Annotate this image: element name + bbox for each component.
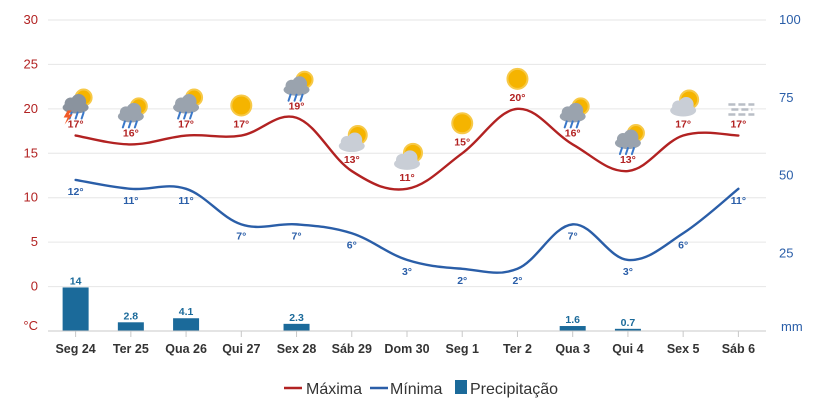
y-left-tick-label: 25 [24,56,38,71]
legend-prec-label: Precipitação [470,381,558,398]
min-temp-label: 7° [568,230,578,242]
max-temp-label: 17° [730,119,746,131]
max-temp-label: 13° [344,154,360,166]
sun-icon [230,94,253,117]
rain-sun-icon [173,88,204,120]
precip-bar [117,322,144,331]
rain-sun-icon [117,97,148,129]
x-tick-label: Qua 3 [555,342,590,356]
legend-item-min[interactable]: Mínima [370,381,443,398]
y-right-tick-label: 50 [779,168,793,183]
x-tick-label: Qui 27 [222,342,260,356]
precip-label: 0.7 [621,317,636,329]
rain-sun-icon [614,124,645,156]
right-axis: 100 75 50 25 mm [779,12,803,334]
x-tick-label: Seg 24 [55,342,95,356]
precip-label: 4.1 [179,306,194,318]
x-tick-label: Dom 30 [384,342,429,356]
precip-bar [173,318,200,331]
y-left-tick-label: 10 [24,190,38,205]
min-temp-label: 3° [402,266,412,278]
precip-label: 14 [70,275,82,287]
fog-icon [728,103,755,116]
max-temp-label: 11° [399,172,414,184]
legend: Máxima Mínima Precipitação [284,380,558,398]
x-tick-label: Sex 5 [667,342,700,356]
x-tick-label: Ter 25 [113,342,149,356]
min-temp-line [74,178,740,274]
legend-max-label: Máxima [306,381,362,398]
left-axis: 30 25 20 15 10 5 0 °C [23,12,38,333]
x-tick-label: Seg 1 [446,342,479,356]
y-right-tick-label: 100 [779,12,801,27]
min-temp-label: 2° [457,275,467,287]
sun-cloud-icon [670,89,700,117]
precip-label: 2.8 [124,310,139,322]
max-temp-label: 17° [675,119,691,131]
x-tick-label: Qua 26 [165,342,207,356]
min-temp-label: 6° [347,239,357,251]
max-temp-label: 16° [123,127,139,139]
y-right-unit: mm [781,319,803,334]
precip-bar [283,323,310,331]
x-tick-label: Ter 2 [503,342,532,356]
max-temp-label: 17° [233,119,249,131]
x-tick-label: Sex 28 [277,342,317,356]
max-temp-label: 20° [510,92,526,104]
data-labels: 14 2.8 4.1 2.3 1.6 0.7 17° 16° 17° 17° 19° 13° 11° 15… [68,92,747,329]
y-left-tick-label: 30 [24,12,38,27]
legend-min-label: Mínima [390,381,443,398]
y-left-tick-label: 0 [31,279,38,294]
min-temp-label: 11° [123,195,138,207]
x-tick-label: Sáb 29 [332,342,372,356]
sun-icon [451,112,474,135]
min-temp-label: 6° [678,239,688,251]
min-temp-label: 7° [236,230,246,242]
sun-cloud-icon [338,125,368,153]
y-right-tick-label: 25 [779,245,793,260]
min-temp-label: 7° [292,230,302,242]
sun-cloud-icon [394,142,423,170]
max-temp-label: 17° [68,119,84,131]
grid [48,19,766,288]
y-left-tick-label: 20 [24,101,38,116]
precip-bars [62,287,641,331]
precip-bar [62,287,89,331]
legend-item-prec[interactable]: Precipitação [455,380,558,398]
min-temp-label: 2° [512,275,522,287]
y-right-tick-label: 75 [779,90,793,105]
precip-label: 1.6 [565,314,580,326]
precip-bar [559,326,586,331]
min-temp-label: 3° [623,266,633,278]
max-temp-label: 17° [178,119,194,131]
rain-sun-icon [283,70,314,102]
min-temp-label: 11° [731,195,746,207]
x-axis: Seg 24 Ter 25 Qua 26 Qui 27 Sex 28 Sáb 29 Dom … [48,330,766,356]
rain-sun-icon [559,97,590,129]
x-tick-label: Sáb 6 [722,342,755,356]
min-temp-label: 11° [178,195,193,207]
sun-icon [506,67,529,90]
storm-rain-icon [62,88,93,125]
precip-bar [614,328,641,331]
max-temp-label: 13° [620,154,636,166]
temp-lines [74,107,740,274]
legend-item-max[interactable]: Máxima [284,381,362,398]
max-temp-label: 16° [565,127,581,139]
y-left-unit: °C [23,318,38,333]
max-temp-line [74,107,740,191]
max-temp-label: 15° [454,136,470,148]
y-left-tick-label: 15 [24,145,38,160]
min-temp-label: 12° [68,186,84,198]
x-tick-label: Qui 4 [612,342,643,356]
weather-icons [62,67,755,170]
y-left-tick-label: 5 [31,234,38,249]
max-temp-label: 19° [289,101,305,113]
precip-label: 2.3 [289,312,304,324]
